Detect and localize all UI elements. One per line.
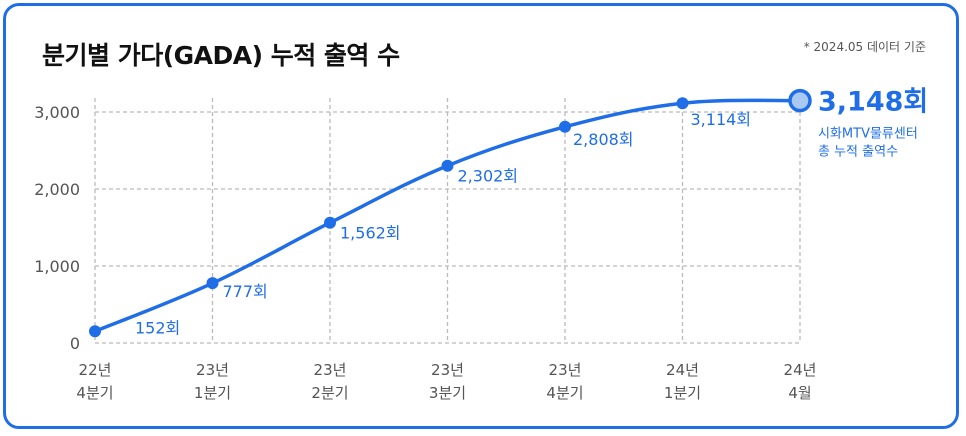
- x-tick-label: 22년 4분기: [76, 361, 113, 402]
- data-point: [441, 159, 454, 172]
- x-tick-label: 23년 4분기: [546, 361, 583, 402]
- y-tick-label: 1,000: [34, 257, 80, 276]
- y-tick-label: 0: [70, 334, 80, 353]
- x-tick-label: 23년 3분기: [429, 361, 466, 402]
- data-label: 2,808회: [573, 130, 634, 149]
- final-data-point: [788, 88, 812, 113]
- y-tick-label: 2,000: [34, 180, 80, 199]
- data-basis-note: * 2024.05 데이터 기준: [803, 40, 926, 54]
- data-labels: 152회 777회 1,562회 2,302회 2,808회 3,114회 3,148회시화…: [135, 87, 928, 338]
- data-point: [89, 325, 101, 338]
- data-label: 2,302회: [458, 167, 519, 186]
- final-value-label: 3,148회: [818, 87, 928, 118]
- final-caption-line: 시화MTV물류센터: [818, 127, 918, 142]
- grid-lines: [94, 98, 801, 344]
- data-label: 1,562회: [340, 224, 401, 243]
- data-label: 777회: [223, 282, 268, 301]
- data-label: 152회: [135, 318, 180, 337]
- data-point: [324, 216, 336, 229]
- data-point: [206, 277, 219, 290]
- x-tick-label: 23년 1분기: [194, 361, 231, 402]
- data-point: [676, 97, 689, 110]
- x-tick-label: 23년 2분기: [311, 361, 348, 402]
- chart-card: 분기별 가다(GADA) 누적 출역 수 * 2024.05 데이터 기준: [3, 3, 959, 429]
- x-tick-label: 24년 1분기: [664, 361, 701, 402]
- y-axis-ticks: 0 1,000 2,000 3,000: [34, 103, 80, 353]
- data-point: [559, 120, 571, 133]
- data-label: 3,114회: [691, 110, 752, 129]
- x-axis-ticks: 22년 4분기 23년 1분기 23년 2분기 23년 3분기 23년 4분기 24년 1분기 24년 4…: [76, 361, 816, 402]
- chart-title: 분기별 가다(GADA) 누적 출역 수: [42, 41, 400, 70]
- final-caption-line: 총 누적 출역수: [818, 145, 898, 160]
- y-tick-label: 3,000: [34, 103, 80, 122]
- series: [89, 88, 812, 338]
- x-tick-label: 24년 4월: [784, 361, 817, 402]
